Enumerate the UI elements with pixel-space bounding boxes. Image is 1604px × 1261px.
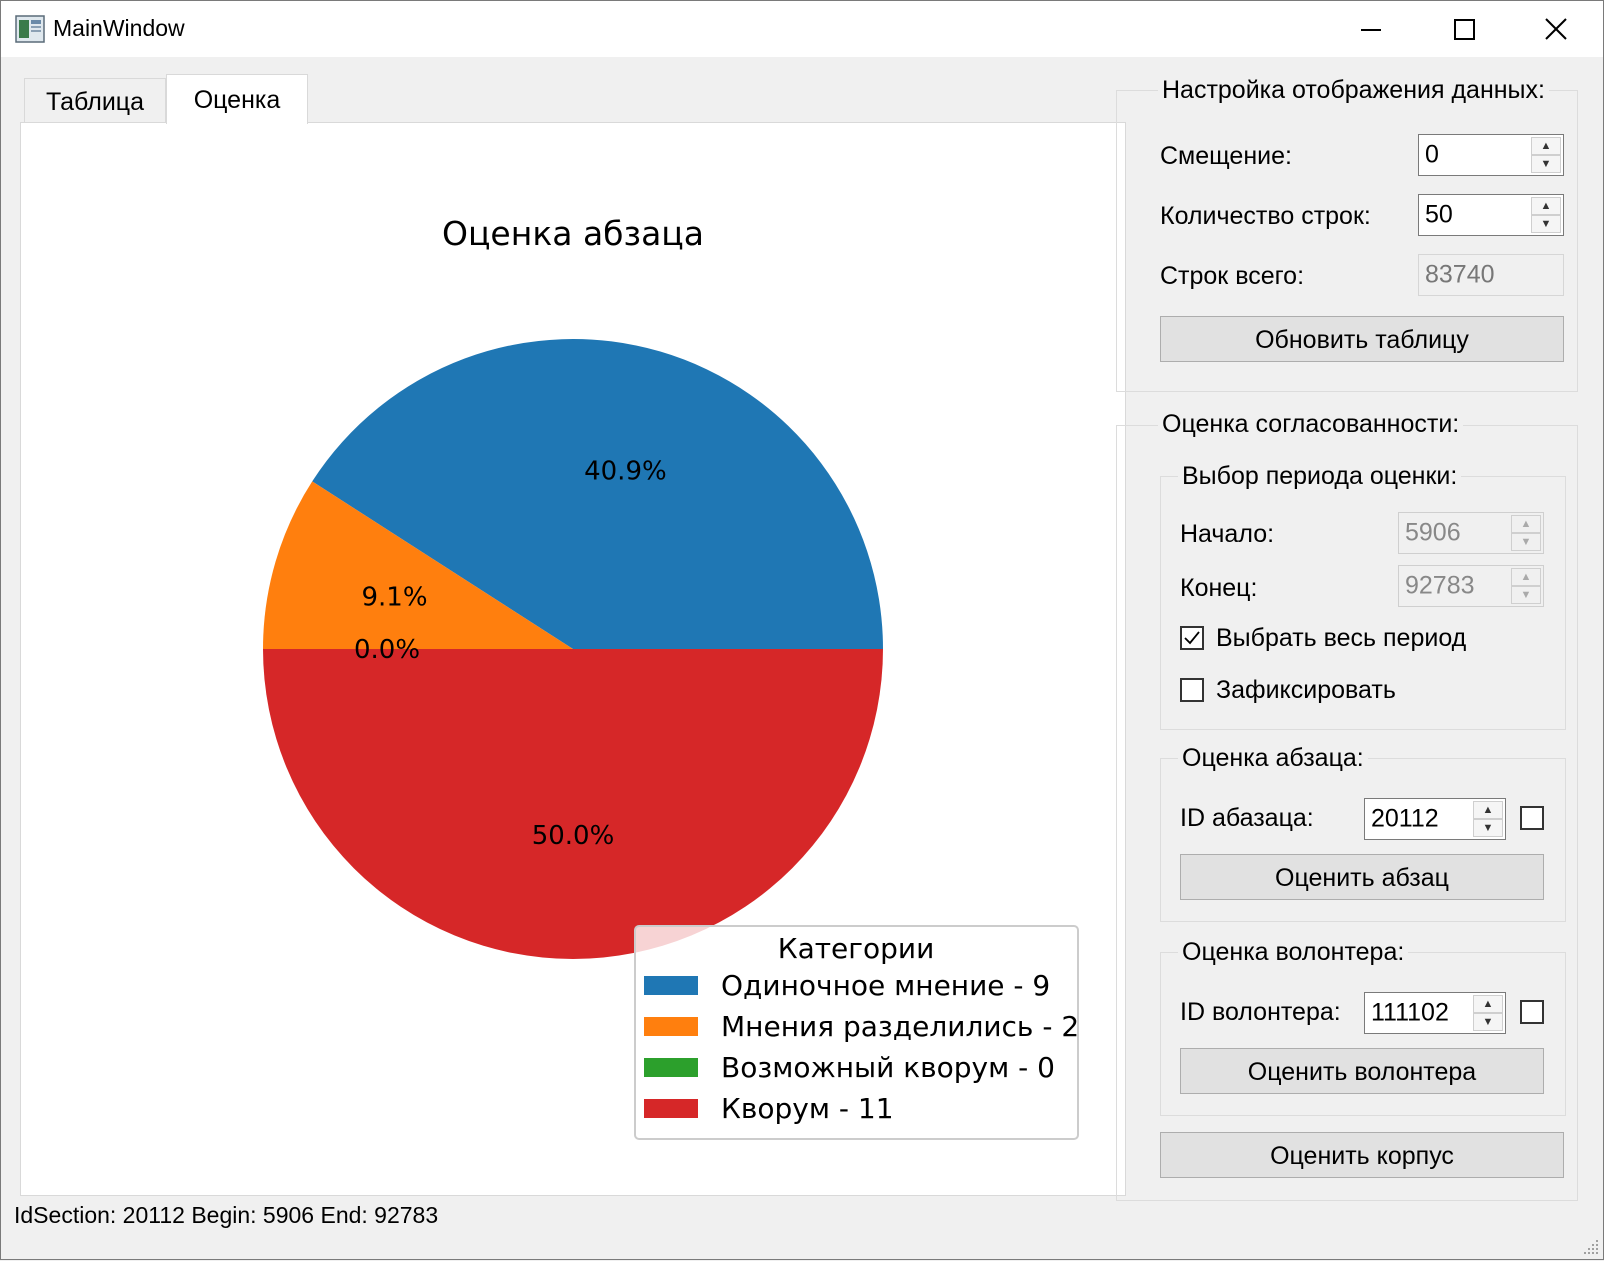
fix-checkbox[interactable] bbox=[1180, 678, 1204, 702]
rows-up-arrow[interactable]: ▲ bbox=[1531, 197, 1561, 215]
title-bar: MainWindow bbox=[1, 1, 1603, 57]
legend-title: Категории bbox=[778, 932, 935, 965]
offset-spinbox[interactable]: 0 ▲ ▼ bbox=[1418, 134, 1564, 176]
maximize-button[interactable] bbox=[1418, 1, 1510, 57]
pie-chart: Оценка абзаца 40.9% 9.1% 0.0% 50.0% Категор… bbox=[263, 214, 1079, 1140]
start-down-arrow[interactable]: ▼ bbox=[1511, 533, 1541, 551]
start-label: Начало: bbox=[1180, 520, 1275, 548]
offset-up-arrow[interactable]: ▲ bbox=[1531, 137, 1561, 155]
rows-count-value: 50 bbox=[1425, 200, 1453, 229]
paragraph-id-label: ID абазаца: bbox=[1180, 804, 1314, 832]
close-button[interactable] bbox=[1510, 1, 1602, 57]
end-up-arrow[interactable]: ▲ bbox=[1511, 568, 1541, 586]
checkmark-icon bbox=[1184, 631, 1200, 645]
fix-label[interactable]: Зафиксировать bbox=[1216, 676, 1396, 704]
period-title: Выбор периода оценки: bbox=[1178, 462, 1462, 491]
rows-count-spinbox[interactable]: 50 ▲ ▼ bbox=[1418, 194, 1564, 236]
refresh-table-button[interactable]: Обновить таблицу bbox=[1160, 316, 1564, 362]
paragraph-eval-title: Оценка абзаца: bbox=[1178, 744, 1368, 773]
volunteer-id-down-arrow[interactable]: ▼ bbox=[1473, 1013, 1503, 1031]
volunteer-eval-title: Оценка волонтера: bbox=[1178, 938, 1409, 967]
evaluate-paragraph-button[interactable]: Оценить абзац bbox=[1180, 854, 1544, 900]
slice-percent-label: 50.0% bbox=[532, 821, 615, 851]
slice-percent-label: 9.1% bbox=[362, 583, 428, 613]
evaluate-corpus-button[interactable]: Оценить корпус bbox=[1160, 1132, 1564, 1178]
close-icon bbox=[1545, 18, 1567, 40]
slice-percent-label: 40.9% bbox=[584, 457, 667, 487]
paragraph-id-checkbox[interactable] bbox=[1520, 806, 1544, 830]
pie-slice bbox=[263, 481, 573, 649]
legend-swatch bbox=[644, 1099, 698, 1118]
end-label: Конец: bbox=[1180, 574, 1258, 602]
chart-legend: Категории Одиночное мнение - 9 Мнения раз… bbox=[634, 925, 1079, 1140]
total-rows-value: 83740 bbox=[1425, 260, 1495, 289]
start-spinbox[interactable]: 5906 ▲ ▼ bbox=[1398, 512, 1544, 554]
window-title: MainWindow bbox=[53, 15, 185, 41]
paragraph-id-down-arrow[interactable]: ▼ bbox=[1473, 819, 1503, 837]
rows-down-arrow[interactable]: ▼ bbox=[1531, 215, 1561, 233]
offset-down-arrow[interactable]: ▼ bbox=[1531, 155, 1561, 173]
rows-count-label: Количество строк: bbox=[1160, 202, 1371, 230]
evaluation-tab-pane: Оценка абзаца 40.9% 9.1% 0.0% 50.0% Категор… bbox=[20, 122, 1126, 1196]
resize-grip-icon[interactable] bbox=[1582, 1238, 1600, 1256]
offset-value: 0 bbox=[1425, 140, 1439, 169]
total-rows-field: 83740 bbox=[1418, 254, 1564, 296]
display-settings-title: Настройка отображения данных: bbox=[1158, 76, 1549, 105]
total-rows-label: Строк всего: bbox=[1160, 262, 1305, 290]
end-value: 92783 bbox=[1405, 571, 1475, 600]
volunteer-id-up-arrow[interactable]: ▲ bbox=[1473, 995, 1503, 1013]
legend-label: Кворум - 11 bbox=[721, 1092, 894, 1125]
pie-slice bbox=[312, 339, 883, 649]
offset-label: Смещение: bbox=[1160, 142, 1292, 170]
legend-swatch bbox=[644, 1058, 698, 1077]
end-spinbox[interactable]: 92783 ▲ ▼ bbox=[1398, 565, 1544, 607]
legend-label: Одиночное мнение - 9 bbox=[721, 969, 1050, 1002]
volunteer-id-value: 111102 bbox=[1371, 998, 1449, 1027]
app-icon bbox=[15, 15, 45, 43]
volunteer-id-spinbox[interactable]: 111102 ▲ ▼ bbox=[1364, 992, 1506, 1034]
minimize-button[interactable] bbox=[1326, 1, 1418, 57]
start-value: 5906 bbox=[1405, 518, 1461, 547]
whole-period-label[interactable]: Выбрать весь период bbox=[1216, 624, 1467, 652]
legend-label: Возможный кворум - 0 bbox=[721, 1051, 1055, 1084]
evaluate-volunteer-button[interactable]: Оценить волонтера bbox=[1180, 1048, 1544, 1094]
start-up-arrow[interactable]: ▲ bbox=[1511, 515, 1541, 533]
chart-title: Оценка абзаца bbox=[442, 214, 704, 253]
end-down-arrow[interactable]: ▼ bbox=[1511, 586, 1541, 604]
consistency-title: Оценка согласованности: bbox=[1158, 410, 1464, 439]
slice-percent-label: 0.0% bbox=[354, 635, 420, 665]
legend-swatch bbox=[644, 1017, 698, 1036]
legend-label: Мнения разделились - 2 bbox=[721, 1010, 1079, 1043]
whole-period-checkbox[interactable] bbox=[1180, 626, 1204, 650]
tab-table[interactable]: Таблица bbox=[24, 78, 166, 123]
tab-evaluation[interactable]: Оценка bbox=[166, 74, 308, 124]
paragraph-id-value: 20112 bbox=[1371, 804, 1439, 833]
legend-swatch bbox=[644, 976, 698, 995]
volunteer-id-checkbox[interactable] bbox=[1520, 1000, 1544, 1024]
status-bar-text: IdSection: 20112 Begin: 5906 End: 92783 bbox=[14, 1202, 439, 1228]
pie-slice bbox=[263, 649, 883, 959]
volunteer-id-label: ID волонтера: bbox=[1180, 998, 1341, 1026]
paragraph-id-spinbox[interactable]: 20112 ▲ ▼ bbox=[1364, 798, 1506, 840]
paragraph-id-up-arrow[interactable]: ▲ bbox=[1473, 801, 1503, 819]
